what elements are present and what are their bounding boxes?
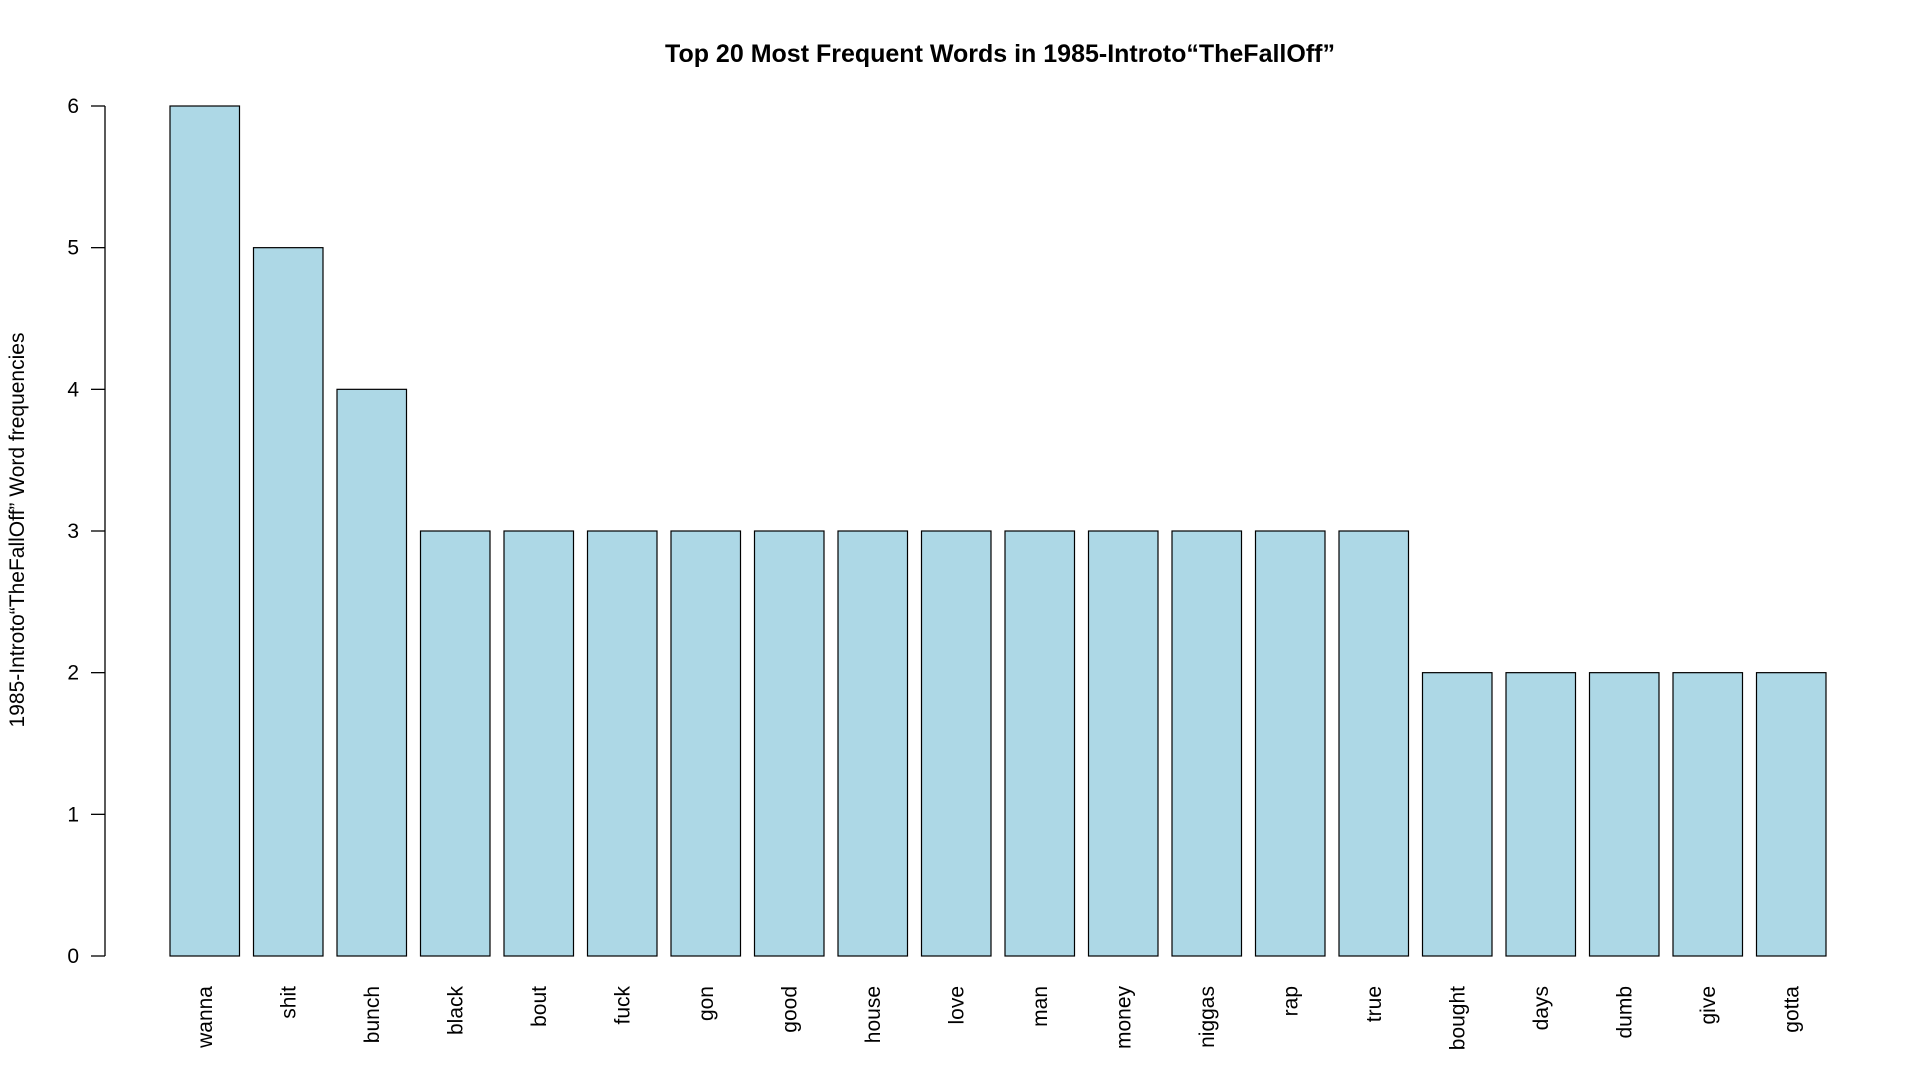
bar-man <box>1004 530 1076 957</box>
bar-black <box>419 530 491 957</box>
y-tick-label: 2 <box>67 662 79 685</box>
bar-give <box>1672 672 1744 957</box>
bars <box>169 105 1827 957</box>
bar-bunch <box>336 388 408 957</box>
x-tick-label: love <box>945 986 968 1025</box>
y-tick-label: 1 <box>67 803 79 826</box>
bar-niggas <box>1171 530 1243 957</box>
bar-rap <box>1254 530 1326 957</box>
chart-title: Top 20 Most Frequent Words in 1985-Intro… <box>665 40 1335 68</box>
x-tick-label: gotta <box>1780 986 1803 1033</box>
y-axis-label: 1985-Introto“TheFallOff” Word frequencie… <box>6 333 29 728</box>
bar-love <box>920 530 992 957</box>
bar-house <box>837 530 909 957</box>
x-tick-label: man <box>1029 986 1052 1027</box>
x-tick-label: bout <box>528 986 551 1027</box>
x-tick-label: dumb <box>1613 986 1636 1039</box>
y-tick-label: 5 <box>67 237 79 260</box>
bar-fuck <box>586 530 658 957</box>
bar-true <box>1338 530 1410 957</box>
x-tick-label: give <box>1697 986 1720 1025</box>
bar-wanna <box>169 105 241 957</box>
bar-dumb <box>1588 672 1660 957</box>
x-tick-label: fuck <box>611 986 634 1025</box>
bar-gotta <box>1755 672 1827 957</box>
x-tick-label: gon <box>695 986 718 1021</box>
x-tick-label: rap <box>1279 986 1302 1016</box>
bar-shit <box>252 247 324 957</box>
bar-gon <box>670 530 742 957</box>
y-tick-label: 0 <box>67 945 79 968</box>
x-tick-label: niggas <box>1196 986 1219 1048</box>
y-tick-label: 6 <box>67 95 79 118</box>
x-tick-label: house <box>862 986 885 1043</box>
x-tick-label: bought <box>1446 986 1469 1050</box>
x-tick-label: money <box>1112 986 1135 1050</box>
x-tick-label: wanna <box>194 986 217 1049</box>
x-tick-label: shit <box>277 986 300 1019</box>
bar-money <box>1087 530 1159 957</box>
bar-good <box>753 530 825 957</box>
x-axis-tick-labels: wanna shit bunch black bout fuck gon good house l… <box>194 986 1804 1051</box>
x-tick-label: black <box>444 986 467 1036</box>
bar-days <box>1505 672 1577 957</box>
bar-bout <box>503 530 575 957</box>
y-tick-label: 4 <box>67 378 79 401</box>
x-tick-label: good <box>778 986 801 1033</box>
x-tick-label: true <box>1363 986 1386 1022</box>
bar-bought <box>1421 672 1493 957</box>
y-axis: 0 1 2 3 4 5 6 <box>67 95 106 968</box>
y-tick-label: 3 <box>67 520 79 543</box>
x-tick-label: bunch <box>361 986 384 1043</box>
x-tick-label: days <box>1530 986 1553 1030</box>
